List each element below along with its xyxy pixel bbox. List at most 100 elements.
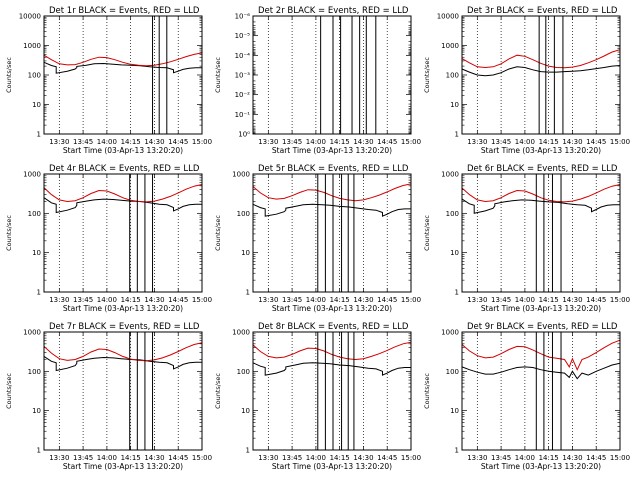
panel-5-plot-frame bbox=[252, 173, 412, 293]
panel-9-title: Det 9r BLACK = Events, RED = LLD bbox=[467, 322, 618, 332]
panel-1-y-tick-label-4: 10000 bbox=[19, 13, 41, 21]
panel-2-y-tick-label-4: 10⁻² bbox=[235, 91, 251, 99]
panel-8-y-tick-label-0: 1 bbox=[246, 447, 250, 455]
panel-1-y-tick-label-2: 100 bbox=[28, 72, 41, 80]
panel-7-series-black-line bbox=[43, 355, 202, 372]
panel-1-y-tick-label-3: 1000 bbox=[23, 42, 41, 50]
panel-3-x-tick-label-1: 13:45 bbox=[491, 138, 511, 146]
panel-6-y-axis-label: Counts/sec bbox=[423, 215, 431, 251]
panel-1-series-black-line bbox=[43, 61, 202, 74]
panel-8-x-tick-label-1: 13:45 bbox=[282, 454, 302, 462]
panel-1-y-tick-label-0: 1 bbox=[37, 131, 41, 139]
panel-7-y-tick-label-3: 1000 bbox=[23, 329, 41, 337]
panel-5-y-tick-label-2: 100 bbox=[237, 210, 250, 218]
panel-1-x-tick-label-0: 13:30 bbox=[49, 138, 69, 146]
panel-7-y-tick-label-2: 100 bbox=[28, 368, 41, 376]
panel-3-x-tick-label-6: 15:00 bbox=[610, 138, 630, 146]
panel-7-series-red-line bbox=[43, 342, 203, 362]
panel-7-plot-frame bbox=[43, 331, 203, 451]
panel-4-series-black-line bbox=[43, 197, 202, 214]
panel-9-y-tick-label-1: 10 bbox=[450, 407, 459, 415]
panel-6-x-tick-label-1: 13:45 bbox=[491, 296, 511, 304]
panel-9-series-black-line bbox=[461, 362, 621, 380]
panel-4-y-axis-label: Counts/sec bbox=[5, 215, 13, 251]
panel-8: Det 8r BLACK = Events, RED = LLD Counts/s… bbox=[214, 322, 421, 471]
panel-1: Det 1r BLACK = Events, RED = LLD Counts/s… bbox=[5, 6, 212, 155]
panel-7-x-tick-label-0: 13:30 bbox=[49, 454, 69, 462]
panel-1-plot-frame bbox=[43, 15, 203, 135]
panel-7-x-tick-label-6: 15:00 bbox=[192, 454, 212, 462]
panel-4: Det 4r BLACK = Events, RED = LLD Counts/s… bbox=[5, 164, 212, 313]
panel-7-y-tick-label-0: 1 bbox=[37, 447, 41, 455]
panel-2-x-tick-label-6: 15:00 bbox=[401, 138, 421, 146]
panel-2-x-tick-label-3: 14:15 bbox=[330, 138, 350, 146]
panel-9-y-axis-label: Counts/sec bbox=[423, 373, 431, 409]
panel-2: Det 2r BLACK = Events, RED = LLD Counts/s… bbox=[214, 6, 421, 155]
panel-6: Det 6r BLACK = Events, RED = LLD Counts/s… bbox=[423, 164, 630, 313]
panel-3-x-tick-label-3: 14:15 bbox=[539, 138, 559, 146]
panel-7-y-tick-label-1: 10 bbox=[32, 407, 41, 415]
panel-1-y-axis-label: Counts/sec bbox=[5, 57, 13, 93]
panel-4-x-tick-label-6: 15:00 bbox=[192, 296, 212, 304]
panel-2-plot-frame bbox=[252, 15, 412, 135]
panel-7-x-tick-label-3: 14:15 bbox=[121, 454, 141, 462]
panel-9-x-tick-label-6: 15:00 bbox=[610, 454, 630, 462]
panel-9-x-tick-label-0: 13:30 bbox=[467, 454, 487, 462]
panel-9-x-tick-label-2: 14:00 bbox=[515, 454, 535, 462]
panel-1-title: Det 1r BLACK = Events, RED = LLD bbox=[49, 6, 200, 16]
panel-9-y-tick-label-2: 100 bbox=[446, 368, 459, 376]
panel-5-y-axis-label: Counts/sec bbox=[214, 215, 222, 251]
panel-5-x-tick-label-3: 14:15 bbox=[330, 296, 350, 304]
panel-4-x-tick-label-0: 13:30 bbox=[49, 296, 69, 304]
panel-5-series-red-line bbox=[252, 183, 412, 202]
panel-4-x-tick-label-4: 14:30 bbox=[144, 296, 164, 304]
panel-4-plot-frame bbox=[43, 173, 203, 293]
panel-2-y-tick-label-1: 10⁻⁵ bbox=[235, 32, 251, 40]
panel-2-x-tick-label-2: 14:00 bbox=[306, 138, 326, 146]
panel-5-y-tick-label-0: 1 bbox=[246, 289, 250, 297]
panel-9-x-tick-label-5: 14:45 bbox=[586, 454, 606, 462]
panel-8-y-tick-label-1: 10 bbox=[241, 407, 250, 415]
panel-3-y-tick-label-0: 1 bbox=[455, 131, 459, 139]
panel-4-series-red-line bbox=[43, 184, 203, 203]
panel-2-y-tick-label-6: 10⁰ bbox=[238, 131, 250, 139]
panel-7-x-axis-label: Start Time (03-Apr-13 13:20:20) bbox=[63, 462, 183, 471]
panel-7-x-tick-label-5: 14:45 bbox=[168, 454, 188, 462]
panel-2-y-tick-label-3: 10⁻³ bbox=[235, 72, 251, 80]
panel-2-x-tick-label-4: 14:30 bbox=[353, 138, 373, 146]
panel-3-series-black-line bbox=[461, 65, 621, 77]
panel-8-x-tick-label-2: 14:00 bbox=[306, 454, 326, 462]
panel-5: Det 5r BLACK = Events, RED = LLD Counts/s… bbox=[214, 164, 421, 313]
panel-9-plot-frame bbox=[461, 331, 621, 451]
panel-3-y-tick-label-1: 10 bbox=[450, 101, 459, 109]
panel-9-x-tick-label-4: 14:30 bbox=[562, 454, 582, 462]
panel-9-y-tick-label-3: 1000 bbox=[441, 329, 459, 337]
panel-5-y-tick-label-3: 1000 bbox=[232, 171, 250, 179]
panel-4-x-tick-label-2: 14:00 bbox=[97, 296, 117, 304]
panel-2-y-axis-label: Counts/sec bbox=[214, 57, 222, 93]
panel-9-x-tick-label-3: 14:15 bbox=[539, 454, 559, 462]
panel-3-x-tick-label-4: 14:30 bbox=[562, 138, 582, 146]
panel-6-plot-frame bbox=[461, 173, 621, 293]
panel-8-x-axis-label: Start Time (03-Apr-13 13:20:20) bbox=[272, 462, 392, 471]
panel-3-title: Det 3r BLACK = Events, RED = LLD bbox=[467, 6, 618, 16]
panel-6-x-tick-label-2: 14:00 bbox=[515, 296, 535, 304]
panel-6-series-black-line bbox=[461, 198, 620, 214]
panel-2-x-tick-label-0: 13:30 bbox=[258, 138, 278, 146]
panel-9-series-red-line bbox=[461, 339, 621, 371]
panel-8-x-tick-label-6: 15:00 bbox=[401, 454, 421, 462]
panel-6-y-tick-label-0: 1 bbox=[455, 289, 459, 297]
panel-8-y-tick-label-2: 100 bbox=[237, 368, 250, 376]
panel-2-y-tick-label-0: 10⁻⁶ bbox=[235, 13, 251, 21]
panel-4-x-tick-label-5: 14:45 bbox=[168, 296, 188, 304]
panel-5-y-tick-label-1: 10 bbox=[241, 249, 250, 257]
panel-8-y-tick-label-3: 1000 bbox=[232, 329, 250, 337]
panel-5-x-tick-label-2: 14:00 bbox=[306, 296, 326, 304]
panel-3-x-tick-label-0: 13:30 bbox=[467, 138, 487, 146]
panel-6-x-tick-label-3: 14:15 bbox=[539, 296, 559, 304]
panel-7-y-axis-label: Counts/sec bbox=[5, 373, 13, 409]
panel-5-x-tick-label-5: 14:45 bbox=[377, 296, 397, 304]
panel-3-y-tick-label-3: 1000 bbox=[441, 42, 459, 50]
